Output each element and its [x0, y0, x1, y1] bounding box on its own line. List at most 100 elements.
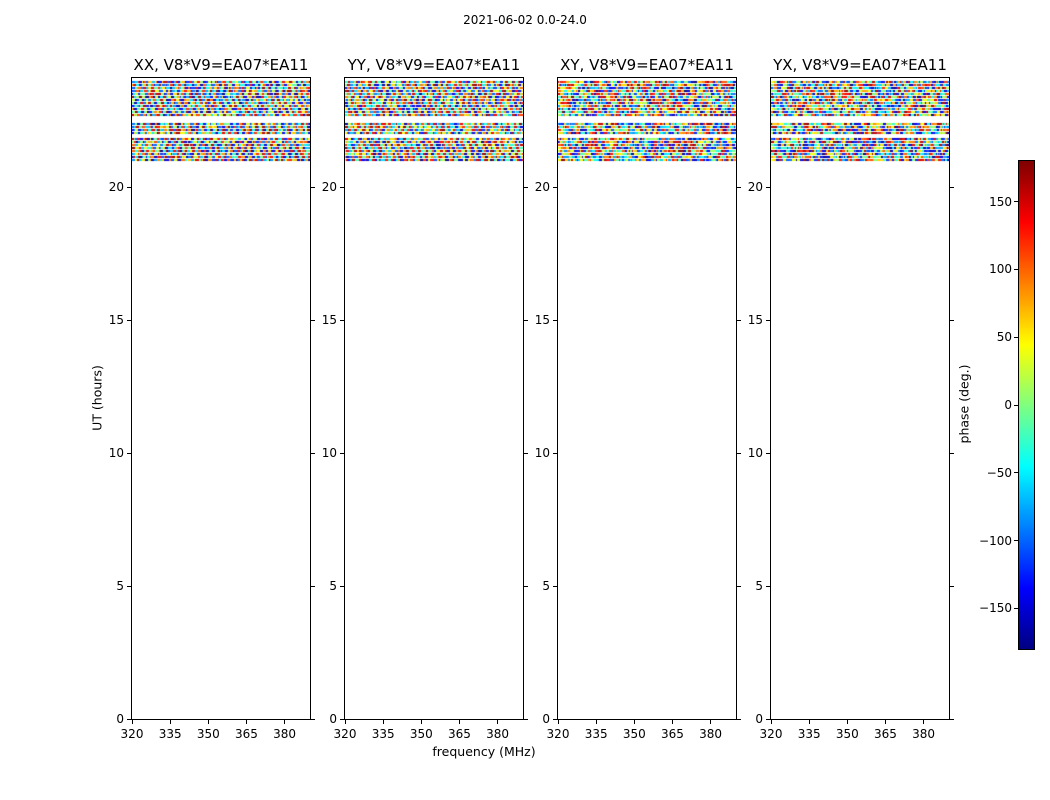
y-tick-mark	[127, 585, 131, 587]
panel-xy: XY, V8*V9=EA07*EA11 320 335 350 365 380 0 5 10 1…	[535, 56, 741, 740]
y-tick-mark	[737, 718, 741, 720]
y-tick-label: 15	[747, 313, 763, 328]
y-tick-label: 20	[534, 180, 550, 195]
panel-yx: YX, V8*V9=EA07*EA11 320 335 350 365 380 0 5 10 1…	[748, 56, 954, 740]
x-tick-label: 380	[699, 727, 723, 741]
y-tick-mark	[311, 186, 315, 188]
colorbar-tick-label: −150	[979, 601, 1012, 616]
x-tick-mark	[169, 720, 171, 724]
x-tick-mark	[497, 720, 499, 724]
y-tick-mark	[340, 186, 344, 188]
colorbar-tick-mark	[1014, 404, 1018, 406]
y-tick-label: 0	[116, 712, 124, 726]
x-tick-label: 335	[158, 727, 182, 741]
colorbar-tick-label: −100	[979, 533, 1012, 548]
colorbar-tick-mark	[1014, 201, 1018, 203]
x-tick-label: 320	[120, 727, 144, 741]
panel-yy-waterfall-canvas	[345, 78, 523, 168]
y-tick-label: 15	[534, 313, 550, 328]
y-tick-mark	[311, 585, 315, 587]
y-tick-mark	[950, 718, 954, 720]
y-tick-label: 10	[747, 446, 763, 461]
y-tick-label: 5	[542, 579, 550, 593]
x-tick-mark	[846, 720, 848, 724]
x-tick-label: 350	[835, 727, 859, 741]
y-tick-mark	[950, 452, 954, 454]
colorbar-tick-mark	[1014, 607, 1018, 609]
y-tick-label: 15	[108, 313, 124, 328]
colorbar-tick-label: −50	[986, 465, 1012, 480]
y-tick-mark	[737, 452, 741, 454]
y-tick-mark	[311, 718, 315, 720]
colorbar-tick-mark	[1014, 268, 1018, 270]
y-tick-mark	[524, 452, 528, 454]
y-tick-label: 20	[747, 180, 763, 195]
y-tick-mark	[524, 718, 528, 720]
x-tick-label: 350	[409, 727, 433, 741]
y-tick-mark	[737, 186, 741, 188]
colorbar: 150 100 50 0 −50 −100 −150	[979, 160, 1035, 650]
colorbar-tick-label: 50	[996, 330, 1012, 345]
colorbar-tick-label: 100	[989, 262, 1012, 277]
x-axis-label: frequency (MHz)	[432, 744, 536, 759]
x-tick-label: 320	[333, 727, 357, 741]
y-tick-mark	[553, 186, 557, 188]
y-tick-mark	[950, 585, 954, 587]
y-tick-label: 10	[321, 446, 337, 461]
x-tick-mark	[923, 720, 925, 724]
x-tick-mark	[671, 720, 673, 724]
y-tick-mark	[766, 319, 770, 321]
y-tick-mark	[553, 452, 557, 454]
y-tick-mark	[340, 319, 344, 321]
y-tick-mark	[127, 319, 131, 321]
x-tick-mark	[284, 720, 286, 724]
y-tick-mark	[553, 718, 557, 720]
x-tick-label: 365	[234, 727, 258, 741]
y-tick-mark	[524, 585, 528, 587]
x-tick-mark	[344, 720, 346, 724]
y-tick-mark	[737, 585, 741, 587]
y-tick-mark	[766, 186, 770, 188]
colorbar-gradient-canvas	[1019, 161, 1034, 649]
y-tick-mark	[127, 186, 131, 188]
x-tick-label: 320	[759, 727, 783, 741]
y-tick-mark	[524, 186, 528, 188]
y-tick-mark	[340, 585, 344, 587]
y-tick-mark	[524, 319, 528, 321]
x-tick-label: 365	[660, 727, 684, 741]
x-tick-mark	[131, 720, 133, 724]
x-tick-label: 365	[447, 727, 471, 741]
x-tick-label: 350	[196, 727, 220, 741]
x-tick-mark	[770, 720, 772, 724]
colorbar-tick-label: 0	[1004, 398, 1012, 412]
x-tick-mark	[207, 720, 209, 724]
x-tick-mark	[884, 720, 886, 724]
y-tick-label: 5	[116, 579, 124, 593]
y-tick-label: 20	[108, 180, 124, 195]
y-tick-label: 10	[534, 446, 550, 461]
panel-xx-title: XX, V8*V9=EA07*EA11	[133, 56, 309, 74]
panel-xy-title: XY, V8*V9=EA07*EA11	[560, 56, 734, 74]
y-tick-label: 0	[329, 712, 337, 726]
y-tick-mark	[766, 452, 770, 454]
y-tick-label: 10	[108, 446, 124, 461]
colorbar-tick-mark	[1014, 336, 1018, 338]
x-tick-label: 350	[622, 727, 646, 741]
y-tick-mark	[950, 319, 954, 321]
panel-yx-waterfall-canvas	[771, 78, 949, 168]
x-tick-label: 335	[797, 727, 821, 741]
x-tick-mark	[633, 720, 635, 724]
y-tick-mark	[950, 186, 954, 188]
y-tick-mark	[340, 718, 344, 720]
y-tick-label: 0	[755, 712, 763, 726]
figure-title: 2021-06-02 0.0-24.0	[463, 13, 587, 27]
x-tick-label: 335	[371, 727, 395, 741]
y-tick-mark	[311, 452, 315, 454]
y-tick-mark	[340, 452, 344, 454]
x-tick-label: 320	[546, 727, 570, 741]
panel-yy: YY, V8*V9=EA07*EA11 320 335 350 365 380 0 5 10 1…	[322, 56, 528, 740]
colorbar-tick-label: 150	[989, 194, 1012, 209]
x-tick-mark	[710, 720, 712, 724]
y-tick-label: 0	[542, 712, 550, 726]
